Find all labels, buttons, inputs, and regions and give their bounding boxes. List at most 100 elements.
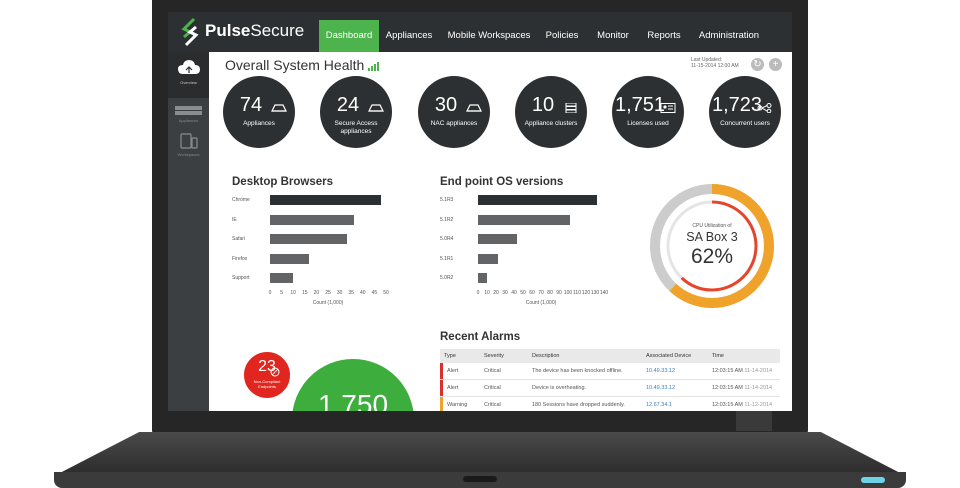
add-button[interactable]: +	[769, 58, 782, 71]
power-led	[861, 477, 885, 483]
table-row[interactable]: Alert Critical The device has been knock…	[440, 363, 780, 380]
sidebar-item-appliances[interactable]: Appliances	[168, 104, 209, 126]
stat-appliances[interactable]: 74 Appliances	[223, 76, 295, 148]
os-tick-label: 0	[476, 289, 480, 296]
os-bar[interactable]	[478, 214, 570, 225]
sidebar-label-appliances: Appliances	[178, 118, 199, 123]
col-description[interactable]: Description	[527, 349, 642, 363]
alarm-description: The device has been knocked offline.	[527, 363, 642, 380]
browsers-tick-label: 40	[360, 289, 366, 296]
browsers-bar[interactable]	[270, 234, 347, 244]
os-tick-label: 110	[573, 289, 581, 296]
browsers-tick-label: 25	[325, 289, 331, 296]
sidebar-item-overview[interactable]: Overview	[168, 52, 209, 98]
table-row[interactable]: Alert Critical Device is overheating. 10…	[440, 379, 780, 397]
browsers-tick-label: 10	[290, 289, 296, 296]
server-icon	[175, 106, 202, 115]
os-tick-label: 40	[511, 289, 517, 296]
license-icon	[660, 103, 676, 113]
sidebar-item-workspaces[interactable]: Workspaces	[168, 132, 209, 160]
severity-indicator	[440, 396, 443, 411]
gauge-caption: CPU Utilization of	[692, 223, 732, 229]
page-title-text: Overall System Health	[225, 57, 365, 73]
tablet-icon	[180, 133, 198, 149]
compliant-bubble[interactable]: 1,750	[292, 359, 414, 411]
browsers-tick-label: 45	[371, 289, 378, 296]
alarm-device-link[interactable]: 10.49.33.12	[641, 363, 708, 380]
alarms-title: Recent Alarms	[440, 331, 521, 343]
col-device[interactable]: Associated Device	[641, 349, 708, 363]
page-title: Overall System Health	[225, 57, 380, 73]
browsers-bar[interactable]	[270, 273, 294, 283]
os-tick-label: 100	[563, 289, 573, 296]
alarm-device-link[interactable]: 12.67.34.1	[641, 396, 708, 411]
gauge-outer-arc	[650, 184, 774, 308]
os-bar[interactable]	[478, 195, 597, 205]
stat-value: 30	[434, 94, 458, 116]
alarm-device-link[interactable]: 10.49.33.12	[641, 379, 708, 397]
os-category-label: 5.1R1	[440, 255, 454, 262]
alarm-severity: Critical	[479, 363, 528, 380]
alarm-description: 180 Sessions have dropped suddenly.	[527, 396, 642, 411]
refresh-button[interactable]: ↻	[751, 58, 764, 71]
tab-mobile-workspaces[interactable]: Mobile Workspaces	[447, 30, 531, 41]
browsers-bar[interactable]	[270, 214, 354, 225]
os-chart: 5.1R3 5.1R2 5.0R4 5.1R1 5.0R2 0 10 20 30 40 50 60 70…	[440, 195, 620, 315]
sidebar: Overview Appliances Workspaces	[168, 52, 209, 411]
brand-name[interactable]: PulseSecure	[205, 20, 304, 42]
gauge-inner-arc	[666, 200, 758, 292]
noncompliant-label: Non-Compliant Endpoints	[253, 379, 281, 389]
browsers-tick-label: 30	[336, 289, 343, 296]
browsers-bar[interactable]	[270, 253, 310, 264]
alarm-time: 12:03:15 AM 11-14-2014	[707, 379, 780, 397]
noncompliant-bubble[interactable]: 23 Non-Compliant Endpoints	[242, 350, 292, 400]
os-chart-title: End point OS versions	[440, 176, 564, 188]
last-updated: Last Updated: 11-15-2014 12:00 AM	[691, 57, 739, 69]
os-tick-label: 90	[556, 289, 562, 296]
os-bar[interactable]	[478, 234, 517, 244]
alarm-time-value: 12:03:15 AM	[711, 368, 743, 374]
os-bar[interactable]	[478, 253, 498, 264]
stat-nac[interactable]: 30 NAC appliances	[418, 76, 490, 148]
os-tick-label: 50	[520, 289, 526, 296]
table-row[interactable]: Warning Critical 180 Sessions have dropp…	[440, 396, 780, 411]
browsers-tick-label: 15	[302, 289, 308, 296]
browsers-chart-title: Desktop Browsers	[232, 176, 333, 188]
browsers-tick-label: 35	[348, 289, 354, 296]
os-tick-label: 10	[484, 289, 490, 296]
col-severity[interactable]: Severity	[479, 349, 528, 363]
stat-secure-access[interactable]: 24 Secure Access appliances	[320, 76, 392, 148]
tab-reports[interactable]: Reports	[647, 30, 681, 41]
alarm-type: Warning	[443, 396, 480, 411]
tab-monitor[interactable]: Monitor	[597, 30, 629, 41]
browsers-tick-label: 5	[280, 289, 283, 296]
tab-dashboard[interactable]: Dashboard	[319, 20, 379, 52]
col-time[interactable]: Time	[707, 349, 780, 363]
appliance-icon	[466, 104, 482, 112]
tab-appliances[interactable]: Appliances	[385, 30, 433, 41]
stat-value: 1,751	[614, 94, 666, 116]
col-type[interactable]: Type	[440, 349, 480, 363]
compliant-value: 1,750	[317, 389, 389, 411]
stat-value: 10	[531, 94, 555, 116]
stat-licenses[interactable]: 1,751 Licenses used	[612, 76, 684, 148]
os-bar[interactable]	[478, 273, 487, 283]
severity-indicator	[440, 363, 443, 380]
stat-clusters[interactable]: 10 Appliance clusters	[515, 76, 587, 148]
refresh-icon: ↻	[753, 59, 762, 70]
signal-bars-icon	[368, 62, 380, 71]
os-category-label: 5.1R3	[440, 197, 454, 203]
browsers-tick-label: 20	[313, 289, 320, 296]
brand-name-part1: Pulse	[205, 21, 251, 40]
sidebar-label-workspaces: Workspaces	[177, 152, 200, 157]
browsers-bar[interactable]	[270, 195, 382, 205]
os-category-label: 5.0R2	[440, 275, 454, 281]
alarm-severity: Critical	[479, 396, 528, 411]
browsers-category-label: Support	[232, 275, 250, 281]
os-tick-label: 140	[599, 289, 609, 296]
tab-policies[interactable]: Policies	[545, 30, 579, 41]
stat-concurrent-users[interactable]: 1,723 Concurrent users	[709, 76, 781, 148]
last-updated-value: 11-15-2014 12:00 AM	[691, 63, 739, 69]
os-tick-label: 130	[590, 289, 600, 296]
tab-administration[interactable]: Administration	[698, 30, 760, 41]
